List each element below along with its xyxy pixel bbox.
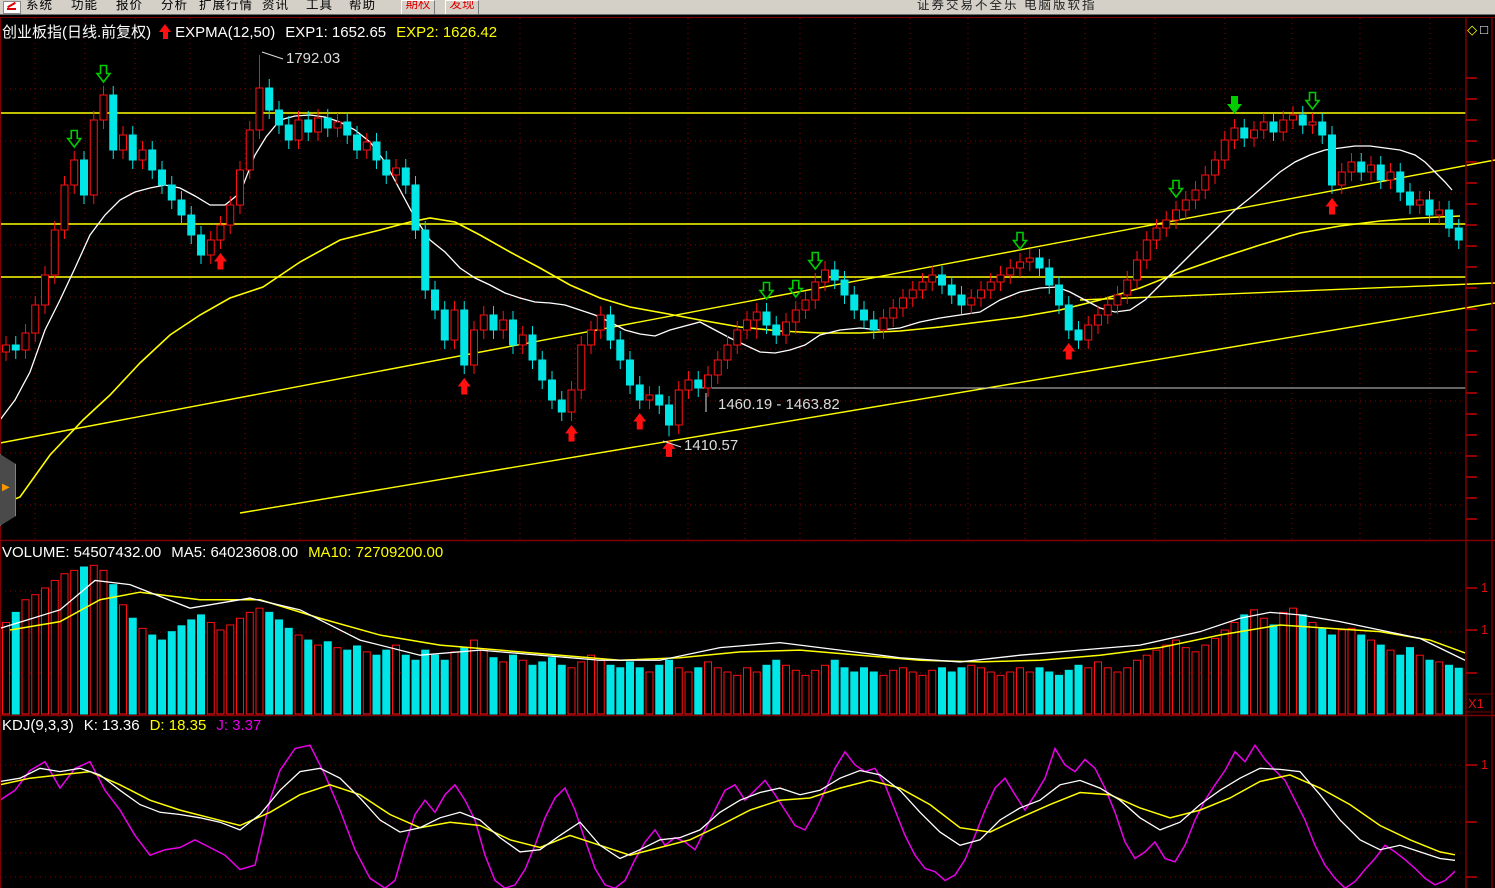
sidebar-expand-handle[interactable]: ▶ <box>0 454 16 526</box>
menu-item-news[interactable]: 资讯 <box>262 0 290 12</box>
volume-ma10-value: MA10: 72709200.00 <box>308 544 444 561</box>
kdj-d-value: D: 18.35 <box>149 717 207 734</box>
price-annotation: 1460.19 - 1463.82 <box>718 396 840 413</box>
pane-corner-icons: ◇□ <box>1467 22 1491 38</box>
menu-bar: 系统 功能 报价 分析 扩展行情 资讯 工具 帮助 期权 发现 证券交易不全乐 … <box>0 0 1495 15</box>
menu-item-quote[interactable]: 报价 <box>116 0 144 12</box>
menu-right-caption: 证券交易不全乐 电脑版软指 <box>917 0 1097 12</box>
sell-signal-arrow-icon <box>1167 179 1185 199</box>
buy-signal-arrow-icon <box>662 440 676 457</box>
diamond-icon[interactable]: ◇ <box>1467 22 1481 37</box>
menu-item-system[interactable]: 系统 <box>26 0 54 12</box>
buy-signal-arrow-icon <box>633 413 647 430</box>
price-annotation: 1792.03 <box>286 50 340 67</box>
buy-signal-arrow-icon <box>1062 343 1076 360</box>
kdj-indicator-name[interactable]: KDJ(9,3,3) <box>2 717 74 734</box>
buy-signal-arrow-icon <box>457 378 471 395</box>
exp2-value: EXP2: 1626.42 <box>396 24 498 41</box>
kdj-k-value: K: 13.36 <box>83 717 140 734</box>
menu-item-analysis[interactable]: 分析 <box>161 0 189 12</box>
volume-value: VOLUME: 54507432.00 <box>2 544 162 561</box>
kdj-axis-label: 1 <box>1481 757 1489 772</box>
sell-signal-arrow-icon <box>758 281 775 301</box>
buy-signal-arrow-icon <box>1325 198 1339 215</box>
main-chart-title-row: 创业板指(日线.前复权) EXPMA(12,50) EXP1: 1652.65 EXP… <box>2 21 497 42</box>
menu-button-discover[interactable]: 发现 <box>445 0 479 14</box>
kdj-j-value: J: 3.37 <box>216 717 262 734</box>
kdj-title-row: KDJ(9,3,3) K: 13.36 D: 18.35 J: 3.37 <box>2 717 261 734</box>
menu-item-function[interactable]: 功能 <box>71 0 99 12</box>
sell-signal-arrow-icon <box>95 64 112 84</box>
indicator-name[interactable]: EXPMA(12,50) <box>175 24 276 41</box>
menu-item-help[interactable]: 帮助 <box>349 0 377 12</box>
volume-ma5-value: MA5: 64023608.00 <box>171 544 299 561</box>
instrument-title: 创业板指(日线.前复权) <box>2 24 152 41</box>
volume-multiplier-label: X1 <box>1468 696 1484 711</box>
exp1-value: EXP1: 1652.65 <box>285 24 387 41</box>
sell-signal-arrow-icon <box>807 251 824 271</box>
menu-item-tools[interactable]: 工具 <box>306 0 334 12</box>
menu-item-extended-market[interactable]: 扩展行情 <box>199 0 254 12</box>
volume-axis-label-lower: 1 <box>1481 622 1489 637</box>
trend-up-arrow-icon <box>159 24 172 39</box>
expand-right-icon: ▶ <box>2 482 10 493</box>
sell-signal-arrow-icon <box>1304 91 1321 111</box>
sell-signal-solid-arrow-icon <box>1226 96 1243 114</box>
buy-signal-arrow-icon <box>214 253 227 270</box>
sell-signal-arrow-icon <box>1011 231 1029 251</box>
menu-button-options[interactable]: 期权 <box>401 0 435 14</box>
menu-button-discover-label: 发现 <box>449 0 475 11</box>
sell-signal-arrow-icon <box>787 279 804 299</box>
maximize-icon[interactable]: □ <box>1480 22 1491 37</box>
menu-button-options-label: 期权 <box>405 0 431 11</box>
price-annotation: 1410.57 <box>684 437 738 454</box>
buy-signal-arrow-icon <box>565 425 578 442</box>
volume-axis-label-upper: 1 <box>1481 580 1489 595</box>
app-logo-icon[interactable] <box>3 1 21 14</box>
sell-signal-arrow-icon <box>66 129 83 149</box>
volume-title-row: VOLUME: 54507432.00 MA5: 64023608.00 MA10:… <box>2 544 443 561</box>
